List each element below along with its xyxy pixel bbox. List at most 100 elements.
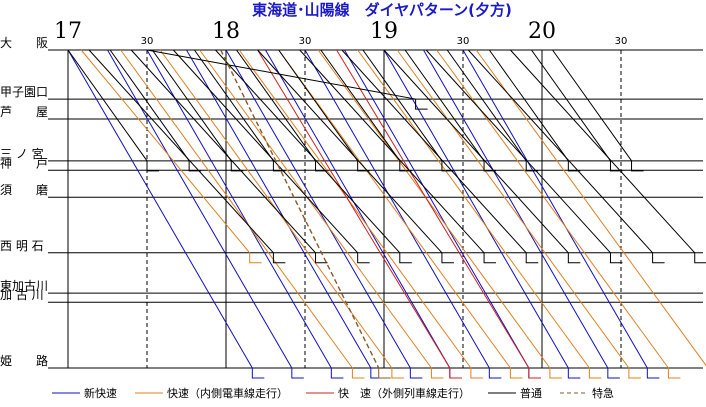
- station-label: 姫 路: [0, 353, 48, 368]
- half-hour-tick-label: 30: [615, 36, 628, 47]
- hour-tick-label: 17: [54, 19, 82, 44]
- station-label: 西 明 石: [0, 239, 44, 253]
- train-line: [238, 49, 472, 369]
- hour-tick-label: 18: [212, 19, 240, 44]
- train-line: [404, 49, 485, 162]
- train-terminal-mark: [609, 252, 623, 264]
- legend-label: 快速（内側電車線走行）: [167, 386, 288, 400]
- train-line: [552, 49, 632, 162]
- train-line: [299, 49, 485, 254]
- train-line: [383, 49, 569, 254]
- station-label: 神 戸: [0, 156, 48, 170]
- train-terminal-mark: [525, 252, 539, 264]
- train-terminal-mark: [567, 252, 581, 264]
- train-line: [317, 49, 551, 369]
- train-line: [278, 49, 511, 369]
- train-line: [130, 49, 316, 254]
- train-line: [257, 49, 443, 254]
- train-terminal-mark: [631, 160, 644, 172]
- train-line: [151, 49, 232, 162]
- train-line: [362, 49, 443, 162]
- legend-label: 特急: [592, 386, 614, 400]
- legend-label: 普通: [520, 386, 542, 400]
- train-terminal-mark: [609, 160, 623, 172]
- train-line: [320, 49, 401, 162]
- train-terminal-mark: [488, 368, 502, 379]
- train-line: [109, 49, 190, 162]
- train-terminal-mark: [391, 368, 404, 379]
- train-terminal-mark: [694, 252, 706, 264]
- train-terminal-mark: [330, 368, 344, 379]
- station-label: 芦 屋: [0, 105, 48, 119]
- train-terminal-mark: [409, 368, 423, 379]
- hour-tick-label: 20: [528, 19, 556, 44]
- train-terminal-mark: [528, 368, 541, 379]
- legend-label: 新快速: [84, 386, 117, 400]
- train-line: [186, 49, 372, 369]
- train-line: [146, 49, 332, 369]
- train-line: [446, 49, 527, 162]
- station-label: 東加古川: [0, 278, 48, 293]
- legend-label: 快 速（外側列車線走行）: [338, 386, 470, 400]
- train-terminal-mark: [628, 368, 641, 379]
- train-line: [172, 49, 359, 254]
- train-terminal-mark: [291, 368, 304, 379]
- train-line: [67, 49, 253, 369]
- train-terminal-mark: [509, 368, 523, 379]
- train-line: [344, 49, 530, 369]
- train-terminal-mark: [370, 368, 383, 379]
- train-terminal-mark: [588, 368, 602, 379]
- train-line: [510, 49, 696, 254]
- station-label: 三 ノ 宮: [0, 146, 44, 161]
- train-terminal-mark: [146, 160, 159, 172]
- train-line: [304, 49, 490, 369]
- station-label: 須 磨: [0, 183, 48, 197]
- train-terminal-mark: [470, 368, 483, 379]
- station-label: 甲子園口: [0, 85, 48, 99]
- train-line: [257, 49, 451, 369]
- train-terminal-mark: [441, 252, 454, 264]
- hour-tick-label: 19: [370, 19, 398, 44]
- half-hour-tick-label: 30: [457, 36, 470, 47]
- train-terminal-mark: [449, 368, 462, 379]
- train-terminal-mark: [230, 160, 244, 172]
- station-label: 加 古 川: [0, 287, 44, 302]
- train-terminal-mark: [272, 160, 286, 172]
- train-line: [488, 49, 569, 162]
- train-terminal-mark: [399, 160, 412, 172]
- train-terminal-mark: [441, 160, 454, 172]
- train-terminal-mark: [188, 160, 202, 172]
- train-line: [396, 49, 630, 369]
- train-terminal-mark: [483, 160, 497, 172]
- train-line: [220, 49, 380, 369]
- half-hour-tick-label: 30: [299, 36, 312, 47]
- train-terminal-mark: [549, 368, 562, 379]
- train-line: [531, 49, 611, 162]
- train-line: [146, 49, 416, 100]
- train-terminal-mark: [272, 252, 286, 264]
- train-terminal-mark: [357, 252, 370, 264]
- train-terminal-mark: [652, 252, 665, 264]
- train-line: [80, 49, 251, 254]
- train-terminal-mark: [449, 368, 462, 379]
- train-line: [107, 49, 293, 369]
- station-label: 大 阪: [0, 36, 48, 50]
- train-terminal-mark: [525, 160, 539, 172]
- train-line: [336, 49, 530, 369]
- train-line: [462, 49, 648, 369]
- train-line: [265, 49, 451, 369]
- chart-title: 東海道･山陽線 ダイヤパターン(夕方): [252, 1, 512, 19]
- train-line: [215, 49, 401, 254]
- train-line: [383, 49, 569, 369]
- train-line: [436, 49, 669, 369]
- train-terminal-mark: [646, 368, 660, 379]
- train-line: [88, 49, 274, 254]
- train-terminal-mark: [567, 368, 581, 379]
- train-line: [67, 49, 148, 162]
- train-terminal-mark: [415, 99, 428, 110]
- train-terminal-mark: [357, 160, 370, 172]
- train-terminal-mark: [315, 160, 328, 172]
- half-hour-tick-label: 30: [141, 36, 154, 47]
- train-line: [425, 49, 611, 254]
